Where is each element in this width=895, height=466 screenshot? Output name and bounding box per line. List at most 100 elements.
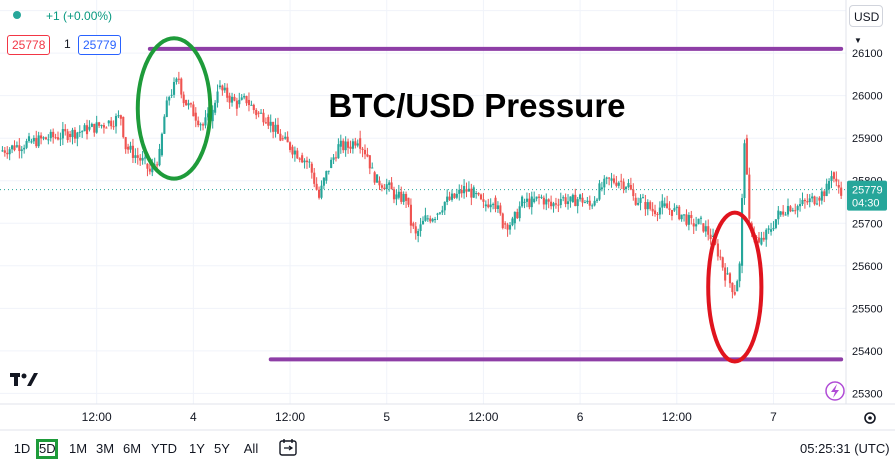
candle-body	[748, 174, 751, 219]
candle-body	[90, 123, 93, 127]
candle-body	[257, 112, 260, 114]
candle-body	[269, 121, 272, 126]
candle-body	[402, 193, 405, 202]
candle-body	[54, 137, 57, 139]
utc-clock[interactable]: 05:25:31 (UTC)	[800, 441, 890, 456]
candle-body	[475, 193, 478, 195]
candle-body	[52, 131, 55, 138]
candle-body	[528, 198, 531, 208]
candle-body	[620, 180, 623, 182]
candle-body	[78, 131, 81, 133]
bid-price[interactable]: 25778	[7, 35, 51, 55]
candle-body	[436, 213, 439, 215]
candle-body	[359, 138, 362, 149]
timeframe-all[interactable]: All	[243, 441, 259, 456]
timeframe-6m[interactable]: 6M	[122, 441, 142, 456]
candle-body	[245, 96, 248, 104]
settings-gear-icon[interactable]	[864, 412, 876, 424]
timeframe-1y[interactable]: 1Y	[189, 441, 205, 456]
timeframe-5y[interactable]: 5Y	[214, 441, 230, 456]
candle-body	[808, 198, 811, 202]
candle-body	[632, 189, 635, 197]
candle-body	[811, 196, 814, 199]
candle-body	[100, 125, 103, 127]
ask-price[interactable]: 25779	[78, 35, 122, 55]
compare-date-range-icon[interactable]	[279, 438, 297, 456]
candle-body	[835, 178, 838, 182]
candle-body	[284, 136, 287, 139]
timeframe-ytd[interactable]: YTD	[151, 441, 177, 456]
candle-body	[240, 97, 243, 100]
candle-body	[770, 229, 773, 232]
x-tick-label: 12:00	[468, 410, 498, 424]
candle-body	[390, 182, 393, 190]
candle-body	[267, 116, 270, 126]
candle-body	[815, 203, 819, 205]
candle-body	[23, 147, 26, 150]
candle-body	[165, 100, 168, 117]
candle-body	[189, 103, 193, 105]
candle-body	[760, 237, 763, 245]
candle-body	[288, 142, 292, 150]
candle-body	[8, 149, 11, 155]
candle-body	[274, 124, 277, 132]
candle-body	[779, 211, 782, 215]
candle-body	[313, 172, 316, 184]
candle-body	[322, 177, 325, 186]
candle-body	[395, 194, 398, 200]
candle-body	[603, 178, 606, 188]
candle-body	[431, 219, 434, 222]
timeframe-1m[interactable]: 1M	[68, 441, 88, 456]
candle-body	[310, 163, 313, 173]
candle-body	[317, 189, 321, 198]
lightning-icon[interactable]	[825, 381, 845, 401]
candle-body	[337, 144, 340, 159]
candle-body	[726, 273, 729, 275]
candle-body	[465, 189, 468, 192]
candle-body	[206, 113, 209, 118]
candle-body	[211, 109, 214, 122]
candle-body	[119, 115, 122, 119]
candle-body	[15, 145, 18, 147]
candle-body	[37, 135, 40, 147]
candle-body	[678, 206, 681, 220]
timeframe-3m[interactable]: 3M	[95, 441, 115, 456]
candle-body	[728, 273, 732, 284]
candle-body	[327, 170, 330, 172]
timeframe-1d[interactable]: 1D	[13, 441, 31, 456]
candle-body	[73, 129, 76, 139]
candle-body	[796, 206, 799, 211]
candle-body	[455, 193, 458, 198]
candle-body	[170, 94, 173, 96]
candle-body	[177, 78, 180, 80]
candle-body	[499, 205, 502, 214]
x-tick-label: 6	[577, 410, 584, 424]
candle-body	[221, 85, 224, 91]
candle-body	[504, 223, 507, 225]
candle-body	[141, 157, 144, 161]
candle-body	[373, 172, 376, 183]
candle-body	[230, 96, 234, 103]
y-tick-label: 25400	[852, 346, 883, 358]
candle-body	[641, 197, 645, 199]
candle-body	[291, 146, 294, 155]
candle-body	[426, 218, 429, 220]
candle-body	[187, 103, 190, 106]
candle-body	[545, 199, 548, 205]
timeframe-5d[interactable]: 5D	[36, 439, 58, 459]
candle-body	[772, 227, 775, 230]
candle-body	[629, 184, 632, 190]
candle-body	[832, 172, 835, 179]
candle-body	[697, 218, 700, 225]
y-tick-label: 25700	[852, 218, 883, 230]
candle-body	[332, 157, 335, 160]
candle-body	[576, 199, 579, 207]
candle-body	[799, 204, 802, 207]
last-price-tag-bg	[847, 180, 887, 211]
candle-body	[716, 243, 719, 257]
chart-title: BTC/USD Pressure	[328, 87, 625, 124]
candle-body	[646, 202, 649, 210]
candle-body	[733, 292, 736, 295]
currency-selector[interactable]: USD ▼	[849, 5, 883, 45]
